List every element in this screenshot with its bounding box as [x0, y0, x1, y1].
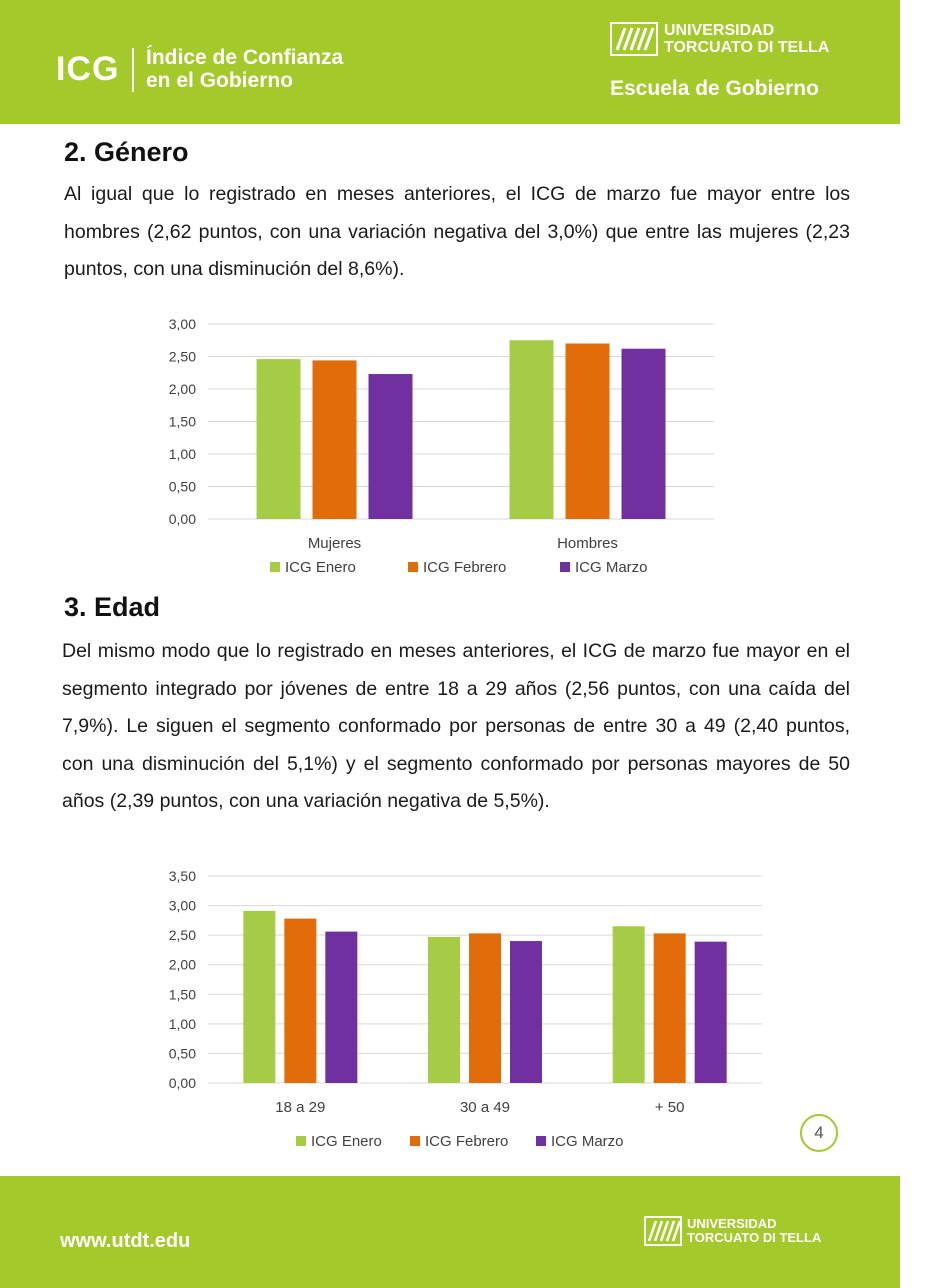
legend-label: ICG Marzo [575, 559, 648, 576]
legend-swatch [296, 1136, 306, 1146]
utdt-stripes-icon [644, 1216, 682, 1246]
y-tick-label: 0,50 [169, 1045, 196, 1061]
legend-swatch [408, 562, 418, 572]
section-text-age: Del mismo modo que lo registrado en mese… [62, 640, 850, 812]
bar-icg-marzo [325, 931, 358, 1083]
bar-icg-enero [428, 936, 460, 1083]
y-tick-label: 1,00 [169, 446, 196, 462]
icg-name-line1: Índice de Confianza [146, 46, 344, 69]
bar-icg-marzo [694, 941, 727, 1083]
footer-utdt-name: UNIVERSIDAD TORCUATO DI TELLA [687, 1217, 821, 1245]
legend-swatch [270, 562, 280, 572]
bar-icg-enero [243, 910, 276, 1083]
x-tick-label: Mujeres [308, 535, 361, 552]
bar-icg-enero [509, 340, 554, 519]
y-tick-label: 3,00 [169, 316, 196, 332]
page-header: ICG Índice de Confianza en el Gobierno U… [0, 0, 900, 124]
bar-icg-enero [256, 359, 301, 519]
y-tick-label: 1,00 [169, 1016, 196, 1032]
utdt-stripes-icon [610, 22, 658, 56]
legend-label: ICG Febrero [425, 1133, 508, 1150]
bar-icg-febrero [284, 918, 317, 1083]
icg-logo-name: Índice de Confianza en el Gobierno [146, 46, 343, 92]
legend-swatch [410, 1136, 420, 1146]
bar-icg-febrero [653, 933, 686, 1083]
utdt-name-line1: UNIVERSIDAD [664, 22, 775, 39]
y-tick-label: 2,50 [169, 927, 196, 943]
x-tick-label: 18 a 29 [275, 1099, 325, 1116]
utdt-name-line2: TORCUATO DI TELLA [664, 39, 830, 56]
utdt-name: UNIVERSIDAD TORCUATO DI TELLA [664, 22, 829, 56]
bar-icg-febrero [469, 933, 501, 1083]
footer-utdt-logo: UNIVERSIDAD TORCUATO DI TELLA [644, 1216, 821, 1246]
section-title-age: 3. Edad [64, 592, 161, 622]
y-tick-label: 1,50 [169, 414, 196, 430]
y-tick-label: 2,00 [169, 381, 196, 397]
y-tick-label: 3,50 [169, 868, 196, 884]
footer-url[interactable]: www.utdt.edu [60, 1230, 191, 1252]
footer-utdt-name-line1: UNIVERSIDAD [687, 1216, 777, 1231]
school-name: Escuela de Gobierno [610, 77, 819, 100]
footer-utdt-name-line2: TORCUATO DI TELLA [687, 1230, 822, 1245]
y-tick-label: 0,50 [169, 479, 196, 495]
bar-icg-febrero [312, 360, 357, 519]
legend-label: ICG Febrero [423, 559, 506, 576]
bar-icg-enero [612, 926, 645, 1083]
icg-name-line2: en el Gobierno [146, 69, 294, 92]
bar-icg-febrero [565, 343, 610, 519]
x-tick-label: + 50 [655, 1099, 685, 1116]
legend-swatch [560, 562, 570, 572]
bar-icg-marzo [510, 941, 542, 1083]
bar-icg-marzo [368, 374, 413, 519]
utdt-logo: UNIVERSIDAD TORCUATO DI TELLA [610, 22, 829, 56]
header-divider [132, 48, 134, 92]
x-tick-label: 30 a 49 [460, 1099, 510, 1116]
section-text-gender: Al igual que lo registrado en meses ante… [64, 183, 850, 280]
y-tick-label: 2,00 [169, 957, 196, 973]
x-tick-label: Hombres [557, 535, 618, 552]
legend-label: ICG Marzo [551, 1133, 624, 1150]
section-title-gender: 2. Género [64, 137, 189, 167]
icg-logo-abbr: ICG [56, 50, 120, 88]
bar-icg-marzo [621, 348, 666, 519]
y-tick-label: 2,50 [169, 349, 196, 365]
bar-chart-gender: 0,00 0,50 1,00 1,50 2,00 2,50 3,00 Mujeres Hombr… [169, 316, 714, 576]
bar-chart-age: 0,00 0,50 1,00 1,50 2,00 2,50 3,00 3,50 18 a 29 3… [169, 868, 762, 1150]
legend-swatch [536, 1136, 546, 1146]
page-footer: www.utdt.edu UNIVERSIDAD TORCUATO DI TEL… [0, 1176, 900, 1288]
y-tick-label: 0,00 [169, 1075, 196, 1091]
y-tick-label: 0,00 [169, 511, 196, 527]
y-tick-label: 3,00 [169, 898, 196, 914]
legend-label: ICG Enero [285, 559, 356, 576]
y-tick-label: 1,50 [169, 986, 196, 1002]
page-number: 4 [800, 1114, 838, 1152]
legend-label: ICG Enero [311, 1133, 382, 1150]
